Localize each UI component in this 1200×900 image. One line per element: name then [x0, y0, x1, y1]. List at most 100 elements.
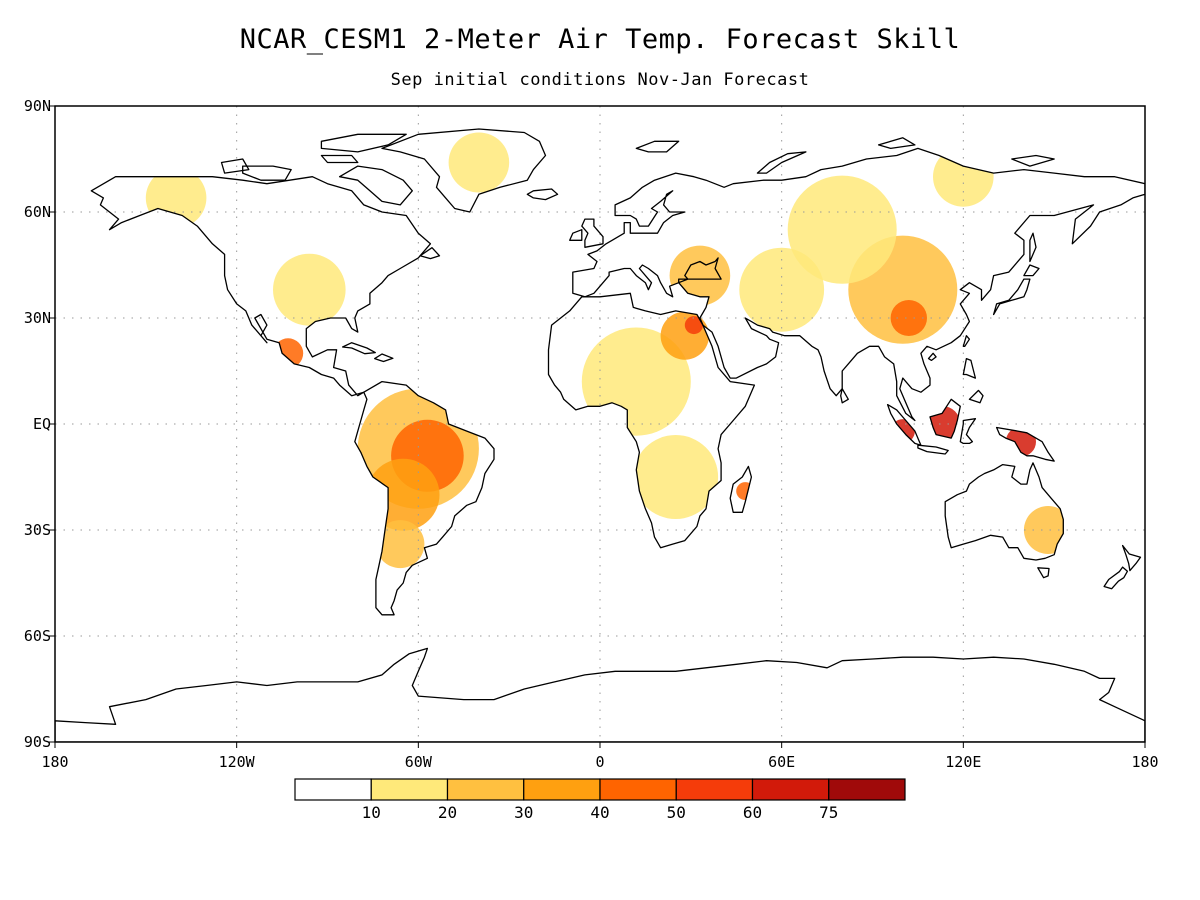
land-tasmania — [1037, 567, 1049, 578]
land-victoria-island — [242, 166, 292, 181]
skill-patch-6 — [660, 311, 709, 360]
land-cuba — [342, 342, 376, 354]
coastline-cuba — [341, 342, 376, 355]
coastline-hainan — [927, 352, 937, 362]
coastline-sumatra — [886, 403, 922, 446]
coastline-new-guinea — [995, 426, 1055, 462]
coastline-new-zealand-south — [1103, 566, 1129, 590]
land-ireland — [569, 229, 582, 241]
coastline-layer — [55, 128, 1145, 742]
coastline-novaya-zemlya — [756, 151, 807, 174]
coastline-borneo — [929, 398, 961, 439]
skill-patch-8 — [633, 435, 719, 519]
skill-patch-17 — [1023, 506, 1073, 554]
lat-tick-label: 90N — [24, 97, 51, 115]
coastline-eurasia — [572, 147, 1145, 422]
coastline-tasmania — [1037, 567, 1050, 579]
colorbar-bin — [599, 778, 677, 801]
skill-patch-18 — [273, 253, 346, 326]
land-luzon — [963, 358, 976, 379]
colorbar-bin — [370, 778, 449, 801]
colorbar-bin — [828, 778, 906, 801]
skill-patch-22 — [736, 482, 755, 501]
coastline-new-zealand-north — [1121, 544, 1142, 572]
coastline-ellesmere-island — [320, 133, 407, 153]
coastline-sulawesi — [959, 418, 977, 445]
land-new-siberian-islands — [1011, 155, 1055, 167]
land-devon-island — [321, 155, 358, 163]
colorbar: 10 20 30 40 50 60 75 — [294, 778, 906, 822]
land-sri-lanka — [840, 388, 849, 403]
coastline-iceland — [526, 188, 559, 201]
skill-patch-12 — [890, 300, 927, 336]
colorbar-label: 10 — [362, 803, 381, 822]
colorbar-bin — [675, 778, 754, 801]
coastline-hispaniola — [374, 353, 394, 363]
coastline-banks-island — [220, 158, 250, 174]
lat-tick-label: 30N — [24, 309, 51, 327]
coastline-newfoundland — [419, 247, 441, 260]
coastline-sri-lanka — [840, 388, 849, 404]
skill-patch-2 — [366, 458, 440, 531]
lon-tick-label: 180 — [41, 753, 68, 771]
coastline-africa — [547, 292, 756, 549]
lon-tick-label: 180 — [1131, 753, 1158, 771]
land-antarctica — [55, 648, 1145, 742]
coastline-antarctica — [55, 647, 1145, 742]
land-great-britain — [581, 219, 603, 248]
coastline-new-siberian-islands — [1011, 154, 1055, 167]
land-japan — [993, 279, 1030, 315]
skill-patch-13 — [787, 175, 897, 284]
land-svalbard — [636, 141, 679, 152]
coastline-great-britain — [581, 218, 604, 248]
coastline-devon-island — [320, 154, 359, 164]
coastline-hokkaido — [1023, 264, 1040, 277]
coastline-north-america — [90, 176, 432, 397]
axis-ticks: 90N 60N 30N EQ 30S 60S 90S 180 120W 60W 0 60E 120E 18… — [24, 97, 1159, 771]
colorbar-label: 60 — [743, 803, 762, 822]
coastline-japan — [992, 278, 1031, 316]
land-north-america — [91, 176, 431, 396]
land-banks-island — [221, 159, 249, 174]
coastline-sakhalin — [1029, 232, 1037, 263]
skill-patch-21 — [933, 146, 994, 207]
gridlines — [55, 106, 1145, 742]
coastline-greenland — [381, 128, 547, 213]
coastline-australia — [944, 462, 1064, 561]
lon-tick-label: 60E — [768, 753, 795, 771]
colorbar-label: 20 — [438, 803, 457, 822]
coastline-madagascar — [729, 465, 753, 513]
coastline-ireland — [569, 229, 583, 241]
skill-patch-3 — [376, 520, 425, 569]
coastline-java — [917, 444, 949, 455]
land-new-zealand-south — [1104, 567, 1128, 589]
colorbar-bin — [523, 778, 601, 801]
skill-patch-10 — [739, 247, 825, 332]
lat-tick-label: 90S — [24, 733, 51, 751]
lat-tick-label: 60S — [24, 627, 51, 645]
lon-tick-label: 120W — [219, 753, 256, 771]
coastline-south-america — [354, 380, 495, 616]
land-java — [917, 445, 949, 454]
lat-tick-label: 30S — [24, 521, 51, 539]
coastline-baffin-island — [338, 165, 413, 206]
land-newfoundland — [420, 247, 440, 259]
map-subtitle: Sep initial conditions Nov-Jan Forecast — [390, 70, 810, 90]
colorbar-bin — [294, 778, 372, 801]
colorbar-label: 40 — [590, 803, 609, 822]
colorbar-label: 75 — [819, 803, 838, 822]
coastline-victoria-island — [242, 165, 292, 181]
lon-tick-label: 120E — [945, 753, 981, 771]
colorbar-bin — [446, 778, 525, 801]
skill-patch-19 — [448, 132, 510, 193]
coastline-luzon — [962, 357, 977, 379]
colorbar-label: 50 — [667, 803, 686, 822]
map-title: NCAR_CESM1 2-Meter Air Temp. Forecast Sk… — [239, 24, 961, 55]
lon-tick-label: 0 — [595, 753, 604, 771]
land-mindanao — [969, 390, 983, 403]
coastline-taiwan — [962, 335, 971, 347]
colorbar-bin — [751, 778, 830, 801]
skill-patch-7 — [684, 316, 704, 335]
colorbar-label: 30 — [514, 803, 533, 822]
